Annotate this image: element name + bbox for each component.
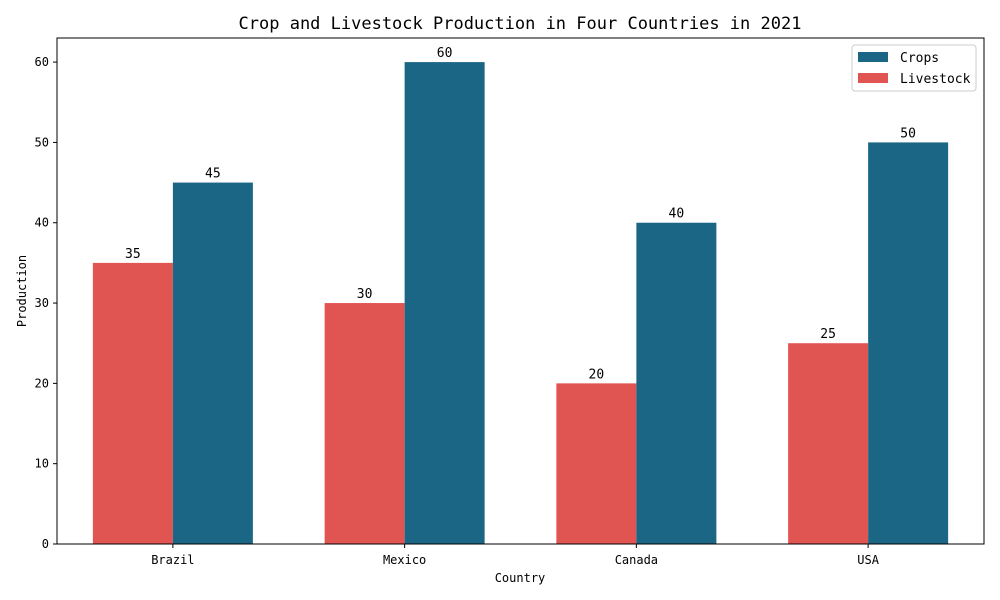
legend-swatch-crops xyxy=(858,52,888,62)
bar-livestock-usa xyxy=(788,343,869,544)
y-tick-label-20: 20 xyxy=(35,376,49,390)
bar-crops-canada xyxy=(636,222,717,544)
bar-crops-brazil xyxy=(172,182,253,545)
bar-livestock-brazil xyxy=(92,262,173,544)
y-tick-label-50: 50 xyxy=(35,135,49,149)
legend-label-livestock: Livestock xyxy=(900,72,971,87)
data-label-crops-brazil: 45 xyxy=(205,167,221,182)
x-tick-label-mexico: Mexico xyxy=(383,553,426,567)
legend-label-crops: Crops xyxy=(900,51,939,66)
plot-area: 35 30 20 25 45 60 40 50 0 10 20 30 40 50 60 Brazil Mexic… xyxy=(35,37,985,567)
chart-title: Crop and Livestock Production in Four Co… xyxy=(239,14,802,34)
bar-crops-usa xyxy=(868,142,949,544)
y-axis-label: Production xyxy=(15,255,29,327)
y-tick-label-60: 60 xyxy=(35,55,49,69)
plot-frame xyxy=(56,37,985,545)
legend-swatch-livestock xyxy=(858,73,888,83)
x-tick-label-brazil: Brazil xyxy=(151,553,194,567)
y-tick-label-40: 40 xyxy=(35,216,49,230)
x-tick-label-usa: USA xyxy=(857,553,879,567)
y-tick-label-0: 0 xyxy=(42,537,49,551)
bar-livestock-canada xyxy=(556,383,637,544)
data-label-crops-usa: 50 xyxy=(900,126,916,141)
data-label-livestock-canada: 20 xyxy=(589,367,605,382)
legend: Crops Livestock xyxy=(851,44,977,92)
bar-livestock-mexico xyxy=(324,303,405,544)
data-label-crops-canada: 40 xyxy=(669,207,685,222)
x-axis-label: Country xyxy=(495,571,546,585)
data-label-livestock-usa: 25 xyxy=(820,327,836,342)
data-label-crops-mexico: 60 xyxy=(437,46,453,61)
data-label-livestock-mexico: 30 xyxy=(357,287,373,302)
y-tick-label-10: 10 xyxy=(35,457,49,471)
data-label-livestock-brazil: 35 xyxy=(125,247,141,262)
y-tick-label-30: 30 xyxy=(35,296,49,310)
x-tick-label-canada: Canada xyxy=(615,553,658,567)
bar-crops-mexico xyxy=(404,62,485,544)
